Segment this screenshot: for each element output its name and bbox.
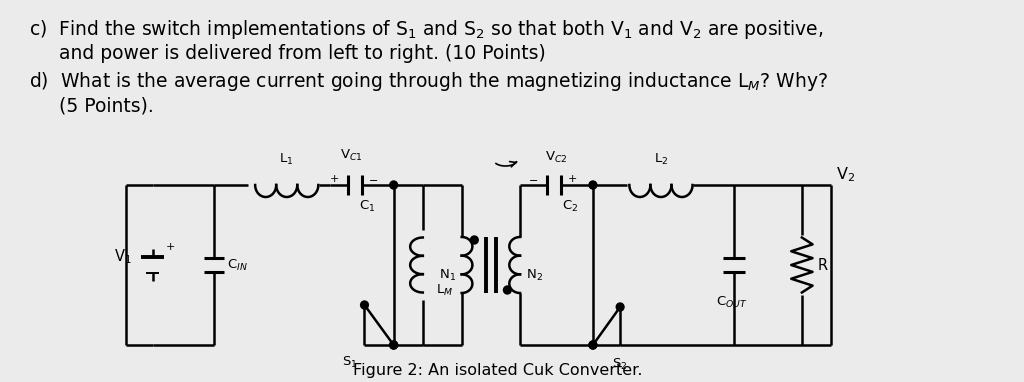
Text: $-$: $-$ [369, 174, 379, 184]
Circle shape [390, 181, 397, 189]
Circle shape [616, 303, 624, 311]
Text: (5 Points).: (5 Points). [29, 96, 154, 115]
Text: L$_2$: L$_2$ [653, 152, 668, 167]
Text: L$_M$: L$_M$ [436, 282, 454, 298]
Circle shape [470, 236, 478, 244]
Text: c)  Find the switch implementations of S$_1$ and S$_2$ so that both V$_1$ and V$: c) Find the switch implementations of S$… [29, 18, 823, 41]
Circle shape [360, 301, 369, 309]
Text: $-$: $-$ [528, 174, 539, 184]
Text: +: + [567, 174, 577, 184]
Text: V$_1$: V$_1$ [114, 248, 131, 266]
Text: L$_1$: L$_1$ [280, 152, 294, 167]
Text: C$_{OUT}$: C$_{OUT}$ [716, 295, 748, 310]
Circle shape [390, 341, 397, 349]
Text: Figure 2: An isolated Cuk Converter.: Figure 2: An isolated Cuk Converter. [353, 363, 642, 377]
Text: R: R [817, 257, 827, 272]
Text: C$_{IN}$: C$_{IN}$ [227, 257, 248, 272]
Text: N$_1$: N$_1$ [439, 267, 456, 283]
Circle shape [390, 341, 397, 349]
Text: S$_2$: S$_2$ [612, 357, 628, 372]
Text: +: + [166, 242, 175, 252]
Text: S$_1$: S$_1$ [342, 355, 357, 370]
Text: C$_1$: C$_1$ [358, 199, 375, 214]
Circle shape [504, 286, 511, 294]
Text: V$_2$: V$_2$ [836, 166, 855, 185]
Text: +: + [330, 174, 339, 184]
Circle shape [589, 341, 597, 349]
Text: V$_{C2}$: V$_{C2}$ [545, 150, 567, 165]
Circle shape [589, 341, 597, 349]
Text: V$_{C1}$: V$_{C1}$ [340, 148, 362, 163]
Text: d)  What is the average current going through the magnetizing inductance L$_M$? : d) What is the average current going thr… [29, 70, 828, 93]
Text: C$_2$: C$_2$ [562, 199, 579, 214]
Text: N$_2$: N$_2$ [526, 267, 543, 283]
Text: and power is delivered from left to right. (10 Points): and power is delivered from left to righ… [29, 44, 546, 63]
Circle shape [589, 181, 597, 189]
